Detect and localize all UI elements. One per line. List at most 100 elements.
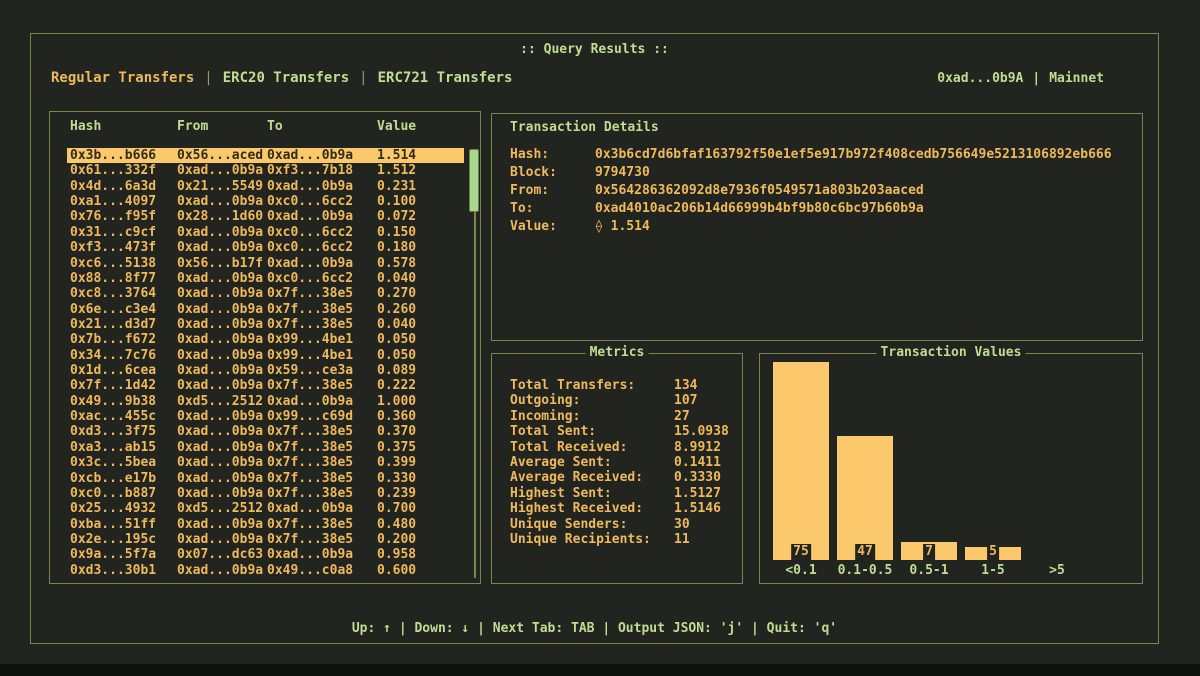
metric-label: Total Transfers: [510, 378, 674, 393]
cell-from: 0xad...0b9a [177, 302, 267, 317]
details-field-value: 0x3b6cd7d6bfaf163792f50e1ef5e917b972f408… [595, 147, 1112, 162]
table-row[interactable]: 0x88...8f770xad...0b9a0xc0...6cc20.040 [67, 271, 464, 286]
cell-value: 0.050 [377, 332, 464, 347]
cell-to: 0xc0...6cc2 [267, 240, 377, 255]
cell-value: 0.480 [377, 517, 464, 532]
chart-bar-slot: 75 [769, 362, 833, 560]
cell-to: 0xad...0b9a [267, 179, 377, 194]
table-row[interactable]: 0x1d...6cea0xad...0b9a0x59...ce3a0.089 [67, 363, 464, 378]
table-row[interactable]: 0xa3...ab150xad...0b9a0x7f...38e50.375 [67, 440, 464, 455]
scrollbar-track[interactable] [474, 149, 476, 578]
cell-to: 0xad...0b9a [267, 394, 377, 409]
cell-from: 0xad...0b9a [177, 517, 267, 532]
table-row[interactable]: 0x9a...5f7a0x07...dc630xad...0b9a0.958 [67, 547, 464, 562]
tab-separator: | [359, 70, 367, 86]
cell-value: 0.050 [377, 348, 464, 363]
metric-value: 27 [674, 409, 732, 424]
cell-from: 0x07...dc63 [177, 547, 267, 562]
cell-value: 0.270 [377, 286, 464, 301]
cell-from: 0xad...0b9a [177, 424, 267, 439]
cell-value: 0.600 [377, 563, 464, 578]
metric-value: 1.5146 [674, 501, 732, 516]
chart-axis-label: <0.1 [769, 563, 833, 578]
cell-value: 1.000 [377, 394, 464, 409]
cell-from: 0xad...0b9a [177, 240, 267, 255]
cell-value: 0.399 [377, 455, 464, 470]
cell-hash: 0x34...7c76 [70, 348, 177, 363]
table-row[interactable]: 0x76...f95f0x28...1d600xad...0b9a0.072 [67, 209, 464, 224]
cell-hash: 0x88...8f77 [70, 271, 177, 286]
table-row[interactable]: 0x6e...c3e40xad...0b9a0x7f...38e50.260 [67, 302, 464, 317]
metric-label: Unique Recipients: [510, 532, 674, 547]
metric-row: Unique Senders:30 [510, 517, 732, 532]
cell-value: 0.231 [377, 179, 464, 194]
table-row[interactable]: 0x7b...f6720xad...0b9a0x99...4be10.050 [67, 332, 464, 347]
cell-to: 0x49...c0a8 [267, 563, 377, 578]
metric-label: Total Received: [510, 440, 674, 455]
table-row[interactable]: 0x49...9b380xd5...25120xad...0b9a1.000 [67, 394, 464, 409]
tab-erc721-transfers[interactable]: ERC721 Transfers [378, 70, 513, 86]
chart-bars: 754775 [769, 362, 1089, 560]
cell-to: 0xad...0b9a [267, 256, 377, 271]
chart-bar-1-5: 5 [965, 547, 1021, 560]
table-row[interactable]: 0x34...7c760xad...0b9a0x99...4be10.050 [67, 348, 464, 363]
cell-from: 0xd5...2512 [177, 394, 267, 409]
cell-hash: 0x76...f95f [70, 209, 177, 224]
column-header-hash: Hash [70, 119, 177, 134]
tab-erc20-transfers[interactable]: ERC20 Transfers [223, 70, 349, 86]
chart-bar-<0.1: 75 [773, 362, 829, 560]
metric-value: 134 [674, 378, 732, 393]
cell-hash: 0xcb...e17b [70, 471, 177, 486]
page-title: :: Query Results :: [31, 42, 1158, 57]
details-title: Transaction Details [510, 120, 659, 135]
cell-to: 0x7f...38e5 [267, 486, 377, 501]
table-row[interactable]: 0xcb...e17b0xad...0b9a0x7f...38e50.330 [67, 471, 464, 486]
table-row[interactable]: 0xc8...37640xad...0b9a0x7f...38e50.270 [67, 286, 464, 301]
table-row[interactable]: 0xd3...3f750xad...0b9a0x7f...38e50.370 [67, 424, 464, 439]
cell-value: 0.072 [377, 209, 464, 224]
cell-from: 0xad...0b9a [177, 455, 267, 470]
cell-from: 0xad...0b9a [177, 163, 267, 178]
column-header-from: From [177, 119, 267, 134]
table-row[interactable]: 0x7f...1d420xad...0b9a0x7f...38e50.222 [67, 378, 464, 393]
table-row[interactable]: 0xf3...473f0xad...0b9a0xc0...6cc20.180 [67, 240, 464, 255]
table-row[interactable]: 0x3b...b6660x56...aced0xad...0b9a1.514 [67, 148, 464, 163]
cell-to: 0x99...4be1 [267, 348, 377, 363]
column-header-value: Value [377, 119, 460, 134]
chart-bar-slot: 5 [961, 547, 1025, 560]
table-row[interactable]: 0x31...c9cf0xad...0b9a0xc0...6cc20.150 [67, 225, 464, 240]
cell-to: 0xc0...6cc2 [267, 225, 377, 240]
table-row[interactable]: 0xa1...40970xad...0b9a0xc0...6cc20.100 [67, 194, 464, 209]
metric-row: Total Transfers:134 [510, 378, 732, 393]
table-row[interactable]: 0x3c...5bea0xad...0b9a0x7f...38e50.399 [67, 455, 464, 470]
table-row[interactable]: 0x21...d3d70xad...0b9a0x7f...38e50.040 [67, 317, 464, 332]
table-row[interactable]: 0x61...332f0xad...0b9a0xf3...7b181.512 [67, 163, 464, 178]
cell-to: 0x99...c69d [267, 409, 377, 424]
metric-label: Outgoing: [510, 393, 674, 408]
table-row[interactable]: 0x2e...195c0xad...0b9a0x7f...38e50.200 [67, 532, 464, 547]
table-row[interactable]: 0xac...455c0xad...0b9a0x99...c69d0.360 [67, 409, 464, 424]
cell-to: 0x7f...38e5 [267, 317, 377, 332]
cell-hash: 0xa3...ab15 [70, 440, 177, 455]
tab-regular-transfers[interactable]: Regular Transfers [51, 70, 194, 86]
chart-bar-0.5-1: 7 [901, 542, 957, 560]
keyboard-shortcuts: Up: ↑ | Down: ↓ | Next Tab: TAB | Output… [31, 621, 1158, 636]
details-fields: Hash:0x3b6cd7d6bfaf163792f50e1ef5e917b97… [510, 146, 1130, 236]
chart-axis-label: 0.5-1 [897, 563, 961, 578]
cell-from: 0x56...b17f [177, 256, 267, 271]
cell-value: 0.370 [377, 424, 464, 439]
cell-from: 0xad...0b9a [177, 378, 267, 393]
table-row[interactable]: 0x25...49320xd5...25120xad...0b9a0.700 [67, 501, 464, 516]
metric-row: Incoming:27 [510, 409, 732, 424]
chart-bar-value: 75 [791, 544, 811, 560]
table-row[interactable]: 0xd3...30b10xad...0b9a0x49...c0a80.600 [67, 563, 464, 578]
cell-to: 0xad...0b9a [267, 547, 377, 562]
table-row[interactable]: 0x4d...6a3d0x21...55490xad...0b9a0.231 [67, 179, 464, 194]
table-row[interactable]: 0xba...51ff0xad...0b9a0x7f...38e50.480 [67, 517, 464, 532]
table-row[interactable]: 0xc6...51380x56...b17f0xad...0b9a0.578 [67, 256, 464, 271]
cell-from: 0xad...0b9a [177, 317, 267, 332]
metrics-panel: Metrics Total Transfers:134Outgoing:107I… [491, 353, 743, 584]
table-row[interactable]: 0xc0...b8870xad...0b9a0x7f...38e50.239 [67, 486, 464, 501]
cell-from: 0xad...0b9a [177, 286, 267, 301]
scrollbar-thumb[interactable] [469, 149, 479, 212]
